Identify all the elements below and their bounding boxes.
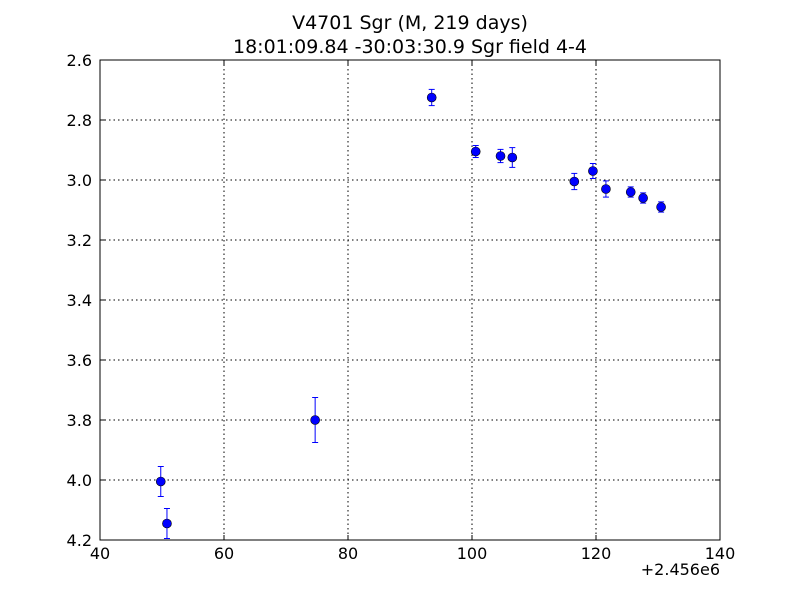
grid — [100, 60, 720, 540]
chart-subtitle: 18:01:09.84 -30:03:30.9 Sgr field 4-4 — [233, 36, 587, 58]
axes-frame — [99, 59, 721, 541]
x-tick-label: 100 — [457, 544, 488, 563]
data-point — [625, 187, 636, 197]
data-point — [601, 184, 611, 194]
chart-title: V4701 Sgr (M, 219 days) — [292, 12, 528, 34]
x-tick-label: 120 — [581, 544, 612, 563]
data-point — [426, 92, 437, 103]
x-tick-label: 140 — [705, 544, 736, 563]
y-tick-label: 2.6 — [67, 51, 92, 70]
data-point — [470, 146, 481, 157]
data-point — [155, 476, 166, 487]
data-point — [588, 166, 598, 176]
y-tick-label: 3.0 — [67, 171, 92, 190]
y-tick-label: 4.0 — [67, 471, 92, 490]
y-tick-label: 3.4 — [67, 291, 92, 310]
data-point — [310, 415, 320, 425]
y-tick-label: 4.2 — [67, 531, 92, 550]
y-tick-label: 3.2 — [67, 231, 92, 250]
x-tick-label: 80 — [338, 544, 358, 563]
data-point — [162, 518, 172, 529]
y-tick-labels: 2.6 2.8 3.0 3.2 3.4 3.6 3.8 4.0 4.2 — [67, 51, 92, 550]
y-tick-label: 2.8 — [67, 111, 92, 130]
y-tick-label: 3.8 — [67, 411, 92, 430]
data-point — [656, 202, 666, 212]
data-point — [495, 151, 506, 161]
y-tick-label: 3.6 — [67, 351, 92, 370]
data-point — [638, 193, 648, 203]
x-tick-label: 40 — [90, 544, 110, 563]
data-point — [507, 152, 518, 163]
data-point — [569, 176, 580, 187]
data-points — [155, 88, 666, 539]
x-offset-label: +2.456e6 — [641, 560, 720, 579]
x-tick-label: 60 — [214, 544, 234, 563]
x-tick-labels: 40 60 80 100 120 140 — [90, 544, 735, 563]
